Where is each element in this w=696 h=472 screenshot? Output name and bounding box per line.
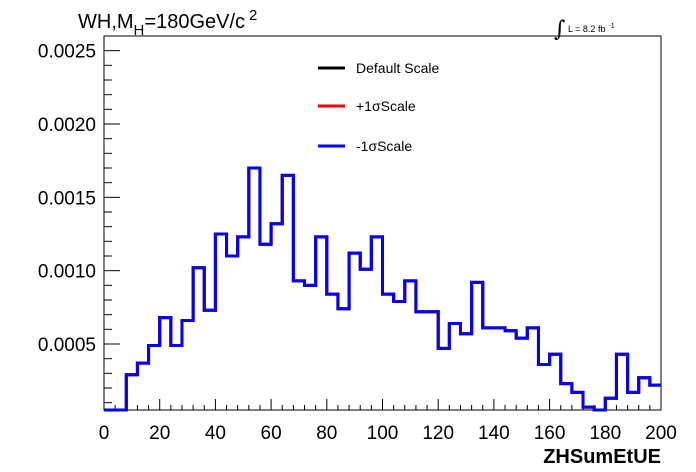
legend-label-3: -1σScale	[356, 138, 412, 154]
legend-label-2: +1σScale	[356, 98, 416, 114]
series-line-3	[104, 166, 661, 412]
x-tick-label: 200	[645, 423, 677, 444]
x-tick-label: 140	[478, 423, 510, 444]
chart-title: WH,MH=180GeV/c 2	[78, 7, 257, 39]
x-axis-label: ZHSumEtUE	[543, 446, 661, 468]
lumi-superscript: -1	[608, 23, 614, 30]
axes: 0 20 40 60 80 100 120 140 160 180 200 0.0005 0.0010 0…	[38, 42, 677, 444]
x-tick-label: 100	[367, 423, 399, 444]
title-subscript: H	[134, 22, 145, 39]
x-tick-label: 0	[99, 423, 110, 444]
x-tick-label: 20	[149, 423, 170, 444]
x-tick-label: 60	[261, 423, 282, 444]
y-tick-label: 0.0020	[38, 115, 96, 136]
x-tick-label: 80	[316, 423, 337, 444]
legend: Default Scale +1σScale -1σScale	[318, 60, 439, 154]
series-layer	[104, 166, 661, 412]
integral-symbol: ∫	[554, 17, 566, 42]
title-superscript: 2	[249, 7, 257, 24]
y-tick-label: 0.0025	[38, 42, 96, 63]
x-tick-label: 40	[205, 423, 226, 444]
x-tick-label: 180	[589, 423, 621, 444]
y-tick-label: 0.0010	[38, 262, 96, 283]
title-rest: =180GeV/c	[144, 11, 245, 33]
x-tick-label: 160	[534, 423, 566, 444]
lumi-text: L = 8.2 fb -1	[568, 23, 615, 34]
legend-label-1: Default Scale	[356, 60, 439, 76]
title-main: WH,M	[78, 11, 134, 33]
x-tick-label: 120	[422, 423, 454, 444]
y-tick-label: 0.0005	[38, 335, 96, 356]
y-tick-label: 0.0015	[38, 188, 96, 209]
